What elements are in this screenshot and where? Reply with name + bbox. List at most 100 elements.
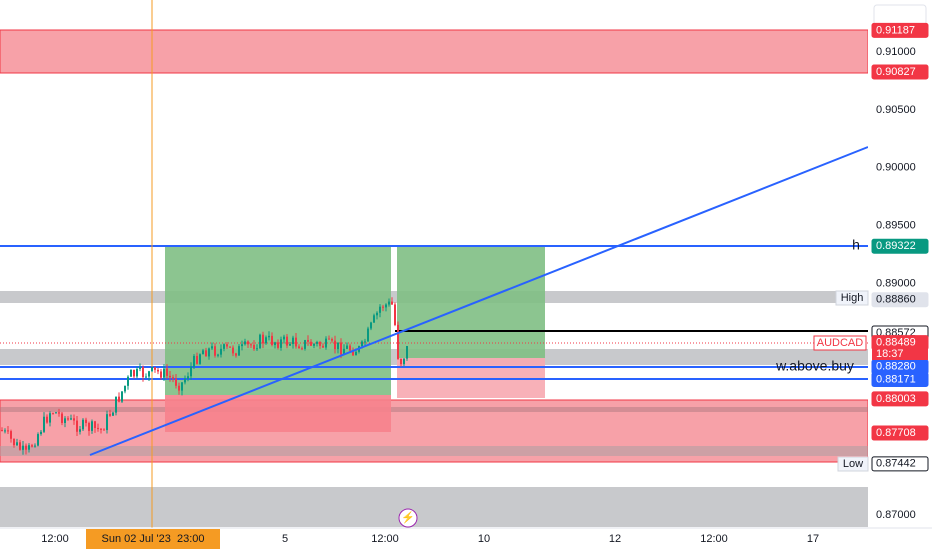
candle-body — [199, 354, 201, 364]
candle-body — [100, 428, 102, 430]
candle-body — [397, 324, 399, 359]
candle-body — [211, 346, 213, 349]
profit-box — [165, 246, 391, 395]
time-label: 5 — [282, 533, 288, 545]
price-tag-label: 0.91187 — [876, 24, 915, 36]
price-tag-label: 0.88860 — [876, 294, 916, 306]
candle-body — [361, 341, 363, 347]
candle-body — [334, 340, 336, 350]
candle-body — [166, 368, 168, 376]
candle-body — [355, 351, 357, 356]
candle-body — [115, 396, 117, 413]
price-tag-label: 0.88489 — [876, 337, 916, 349]
candle-body — [244, 341, 246, 345]
candle-body — [160, 371, 162, 378]
countdown: 18:37 — [876, 348, 904, 360]
candle-body — [403, 358, 405, 365]
zones — [0, 0, 869, 528]
candle-body — [91, 421, 93, 431]
price-tag-label: 0.87442 — [876, 458, 916, 470]
candle-body — [307, 340, 309, 342]
candle-body — [253, 344, 255, 349]
candle-body — [289, 343, 291, 346]
candle-body — [367, 328, 369, 342]
price-tag — [871, 391, 929, 407]
time-label: 12:00 — [700, 533, 728, 545]
candle-body — [268, 335, 270, 338]
candle-body — [202, 350, 204, 355]
candle-body — [97, 427, 99, 429]
candle-body — [280, 339, 282, 348]
candle-body — [382, 306, 384, 308]
price-tag — [871, 425, 929, 441]
time-label: 12:00 — [41, 533, 69, 545]
candle-body — [370, 322, 372, 329]
candle-body — [145, 376, 147, 378]
candle-body — [235, 353, 237, 356]
candle-body — [271, 335, 273, 345]
candle-body — [310, 341, 312, 346]
price-tick-label: 0.89000 — [876, 277, 916, 289]
event-icon[interactable] — [398, 508, 418, 528]
price-tag — [871, 371, 929, 387]
candle-body — [274, 342, 276, 345]
time-axis: 12:00 5 12:00 10 12 12:00 17 Sun 02 Jul '23 23:… — [41, 529, 819, 549]
candle-body — [220, 348, 222, 355]
candle-body — [250, 344, 252, 346]
candle-body — [118, 396, 120, 402]
candle-body — [178, 385, 180, 391]
candle-body — [31, 445, 33, 447]
gray-zone — [0, 487, 868, 527]
candle-body — [37, 434, 39, 446]
supply-zone — [0, 29, 869, 74]
candle-body — [73, 418, 75, 421]
candle-body — [142, 367, 144, 378]
candle-body — [292, 337, 294, 344]
candle-body — [70, 418, 72, 420]
candle-body — [121, 391, 123, 402]
price-tick-label: 0.90500 — [876, 104, 916, 116]
candle-body — [88, 423, 90, 431]
candle-body — [340, 342, 342, 355]
candle-body — [295, 337, 297, 347]
low-label-box — [837, 456, 869, 472]
candle-body — [175, 378, 177, 386]
candle-body — [304, 340, 306, 349]
candle-body — [319, 341, 321, 346]
candle-body — [154, 367, 156, 370]
candle-body — [157, 369, 159, 372]
candle-body — [238, 346, 240, 356]
candle-body — [112, 412, 114, 416]
candle-body — [349, 345, 351, 351]
candle-body — [169, 375, 171, 378]
price-tag — [871, 22, 929, 38]
axis-button[interactable] — [873, 4, 927, 26]
crosshair-time-box — [86, 529, 220, 549]
candle-body — [385, 304, 387, 308]
candle-body — [22, 445, 24, 450]
price-tag-label: 0.88280 — [876, 361, 916, 373]
candle-body — [229, 346, 231, 348]
candle-body — [82, 419, 84, 430]
candles — [1, 297, 408, 455]
price-tag-label: 0.88171 — [876, 373, 916, 385]
candle-body — [181, 382, 183, 391]
candle-body — [391, 301, 393, 305]
candle-body — [190, 366, 192, 377]
candle-body — [247, 341, 249, 345]
price-tag — [871, 456, 929, 472]
loss-box — [165, 395, 391, 432]
candle-body — [103, 429, 105, 431]
candle-body — [43, 416, 45, 432]
candle-body — [217, 354, 219, 356]
candle-body — [34, 445, 36, 447]
candle-body — [343, 348, 345, 355]
low-label: Low — [843, 458, 863, 470]
candle-body — [124, 385, 126, 392]
candle-body — [346, 345, 348, 349]
candle-body — [352, 350, 354, 356]
buy-label: w.above.buy — [775, 358, 854, 374]
candle-body — [40, 431, 42, 435]
price-tag — [871, 64, 929, 80]
